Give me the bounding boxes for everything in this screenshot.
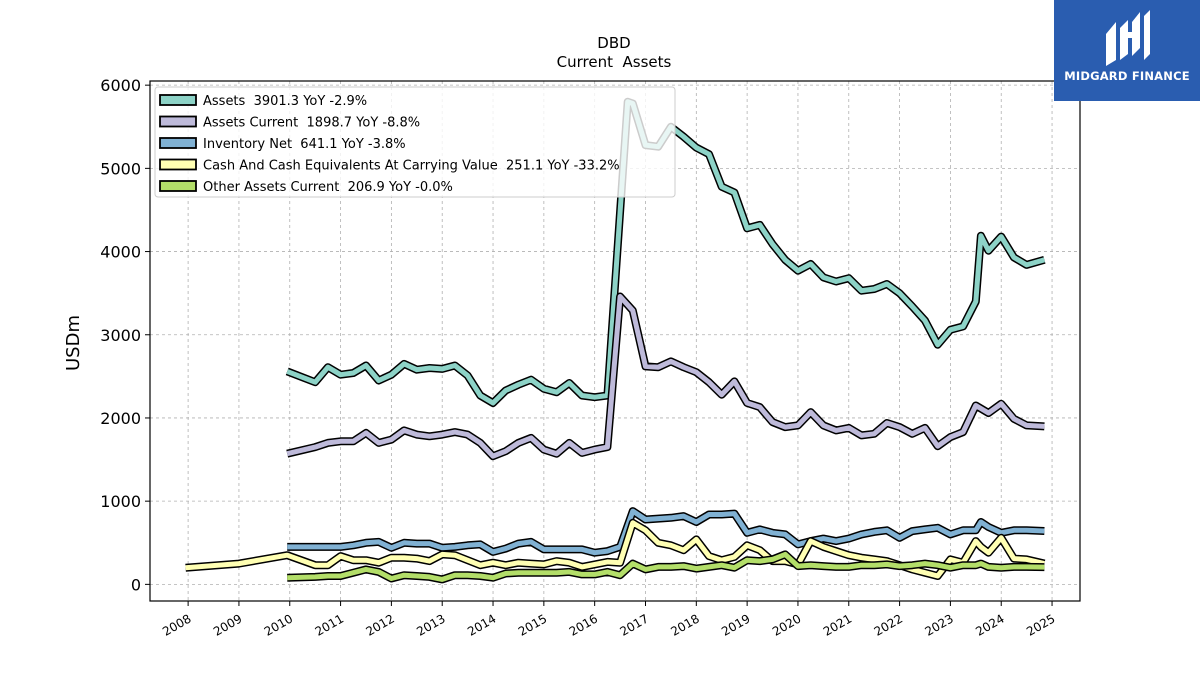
legend-label: Assets 3901.3 YoY -2.9% — [203, 94, 367, 109]
x-tick-label: 2019 — [719, 611, 752, 638]
legend-swatch — [159, 137, 197, 149]
legend-label: Cash And Cash Equivalents At Carrying Va… — [203, 159, 620, 174]
y-tick-label: 1000 — [100, 492, 141, 511]
legend-item: Cash And Cash Equivalents At Carrying Va… — [159, 158, 620, 174]
y-axis-label: USDm — [63, 315, 84, 371]
series-stroke — [287, 551, 1045, 582]
x-tick-label: 2012 — [363, 611, 396, 638]
x-tick-label: 2008 — [160, 611, 193, 638]
series-stroke — [287, 508, 1045, 556]
legend-label: Assets Current 1898.7 YoY -8.8% — [203, 116, 420, 131]
x-tick-label: 2021 — [821, 611, 854, 638]
y-tick-label: 4000 — [100, 243, 141, 262]
legend-swatch — [159, 180, 197, 192]
x-tick-label: 2018 — [668, 611, 701, 638]
x-tick-label: 2013 — [414, 611, 447, 638]
series-line-1 — [286, 292, 1045, 461]
y-tick-label: 2000 — [100, 409, 141, 428]
legend-item: Assets 3901.3 YoY -2.9% — [159, 94, 367, 109]
x-tick-label: 2011 — [313, 611, 346, 638]
legend-item: Inventory Net 641.1 YoY -3.8% — [159, 137, 406, 152]
legend-label: Inventory Net 641.1 YoY -3.8% — [203, 137, 406, 152]
x-tick-label: 2023 — [922, 611, 955, 638]
series-stroke — [185, 520, 1045, 579]
chart-subtitle: Current Assets — [557, 53, 672, 71]
y-tick-label: 0 — [131, 575, 141, 594]
x-tick-label: 2010 — [262, 611, 295, 638]
plot-frame — [149, 80, 1081, 602]
y-tick-label: 5000 — [100, 159, 141, 178]
series-line-3 — [185, 518, 1046, 580]
x-tick-label: 2022 — [872, 611, 905, 638]
x-tick-label: 2009 — [211, 611, 244, 638]
x-tick-label: 2016 — [567, 611, 600, 638]
x-tick-label: 2015 — [516, 611, 549, 638]
brand-logo: MIDGARD FINANCE — [1054, 0, 1200, 101]
series-line-2 — [287, 507, 1045, 557]
legend-frame — [154, 86, 676, 198]
legend-swatch — [159, 115, 197, 128]
legend-item: Other Assets Current 206.9 YoY -0.0% — [159, 180, 453, 195]
chart-title: DBD — [597, 34, 630, 52]
y-tick-label: 6000 — [100, 76, 141, 95]
y-tick-label: 3000 — [100, 326, 141, 345]
series-line-0 — [285, 97, 1046, 407]
x-tick-label: 2014 — [465, 611, 498, 638]
x-tick-label: 2017 — [618, 611, 651, 638]
legend-label: Other Assets Current 206.9 YoY -0.0% — [203, 180, 453, 195]
series-line-4 — [287, 550, 1045, 584]
x-tick-label: 2020 — [770, 611, 803, 638]
legend-swatch — [159, 158, 197, 171]
legend: Assets 3901.3 YoY -2.9% Assets Current 18… — [154, 86, 676, 198]
brand-name: MIDGARD FINANCE — [1064, 69, 1190, 83]
series-stroke — [286, 99, 1046, 406]
legend-swatch — [159, 94, 197, 106]
legend-item: Assets Current 1898.7 YoY -8.8% — [159, 115, 420, 131]
series-stroke — [286, 294, 1045, 459]
x-tick-label: 2025 — [1024, 611, 1057, 638]
x-tick-label: 2024 — [973, 611, 1006, 638]
midgard-logo-icon — [1106, 10, 1150, 66]
series-layer — [185, 97, 1046, 584]
